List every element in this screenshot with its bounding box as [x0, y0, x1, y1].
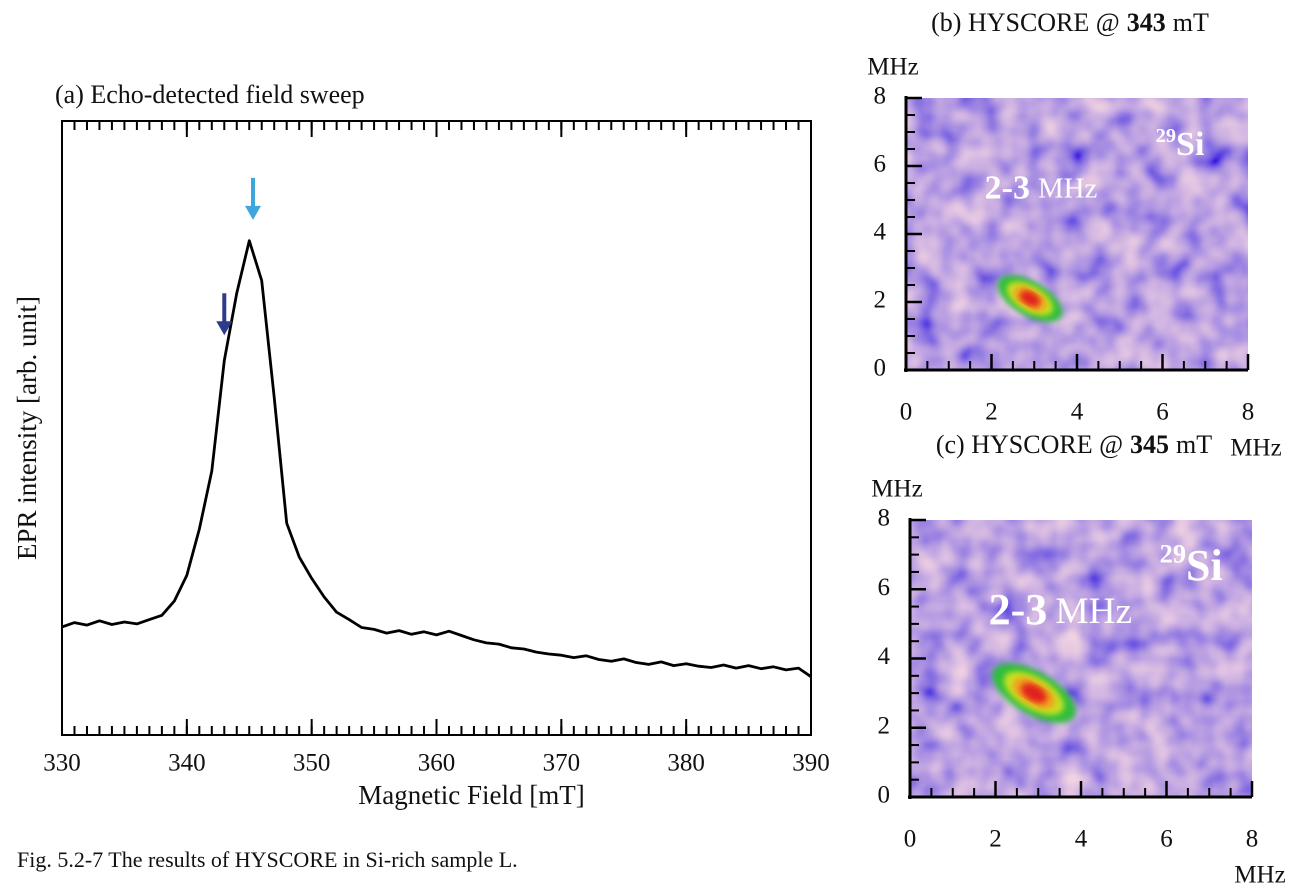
- mass-number: 29: [1156, 124, 1176, 146]
- chart-title: (a) Echo-detected field sweep: [55, 80, 365, 109]
- y-tick-label: 8: [878, 505, 891, 532]
- y-tick-label: 8: [874, 83, 887, 110]
- mass-number: 29: [1160, 539, 1186, 569]
- x-tick-label: 330: [43, 750, 81, 777]
- x-tick-label: 390: [792, 750, 830, 777]
- x-axis-label: Magnetic Field [mT]: [358, 780, 584, 810]
- y-tick-label: 0: [874, 355, 887, 382]
- chart-title: (b) HYSCORE @343 mT: [931, 8, 1209, 37]
- arrow-head: [216, 321, 233, 336]
- x-tick-label: 6: [1160, 826, 1173, 853]
- y-tick-label: 2: [874, 287, 887, 314]
- title-part: 345: [1130, 430, 1169, 459]
- x-tick-label: 2: [985, 399, 998, 426]
- title-part: mT: [1176, 430, 1212, 459]
- peak-contour: [1020, 290, 1040, 307]
- range-unit: MHz: [1055, 591, 1132, 632]
- spectrum-line: [61, 239, 812, 678]
- nucleus-label: 29Si: [1156, 124, 1205, 162]
- y-axis-unit: MHz: [867, 54, 918, 81]
- x-tick-label: 8: [1246, 826, 1259, 853]
- y-tick-label: 2: [878, 712, 891, 739]
- x-tick-label: 4: [1071, 399, 1084, 426]
- x-tick-label: 340: [168, 750, 206, 777]
- title-part: (c) HYSCORE @: [936, 430, 1123, 459]
- range-unit: MHz: [1038, 172, 1098, 204]
- arrow: [216, 293, 233, 336]
- x-tick-label: 360: [418, 750, 456, 777]
- title-part: mT: [1173, 8, 1209, 37]
- x-tick-label: 370: [543, 750, 581, 777]
- nucleus-label: 29Si: [1160, 539, 1223, 590]
- peak: [992, 663, 1076, 723]
- y-tick-label: 6: [878, 574, 891, 601]
- x-tick-label: 350: [293, 750, 331, 777]
- element: Si: [1186, 541, 1223, 590]
- x-tick-label: 4: [1075, 826, 1088, 853]
- y-axis-label: EPR intensity [arb. unit]: [12, 296, 42, 560]
- range-value: 2-3: [985, 169, 1030, 206]
- caption: Fig. 5.2-7 The results of HYSCORE in Si-…: [17, 847, 518, 872]
- y-tick-label: 6: [874, 151, 887, 178]
- peak: [997, 275, 1063, 322]
- y-axis-unit: MHz: [871, 476, 922, 503]
- plot-frame: [61, 120, 812, 736]
- x-tick-label: 380: [667, 750, 705, 777]
- title-part: 343: [1127, 8, 1166, 37]
- y-tick-label: 4: [878, 643, 891, 670]
- y-tick-label: 4: [874, 219, 887, 246]
- range-value: 2-3: [989, 585, 1048, 634]
- title-part: (b) HYSCORE @: [931, 8, 1120, 37]
- x-tick-label: 0: [904, 826, 917, 853]
- range-label: 2-3 MHz: [989, 585, 1133, 634]
- x-axis-unit: MHz: [1234, 862, 1285, 884]
- chart-title: (c) HYSCORE @345 mT: [936, 430, 1212, 459]
- element: Si: [1176, 126, 1204, 163]
- range-label: 2-3 MHz: [985, 169, 1098, 206]
- heatmap-texture: [906, 98, 1248, 370]
- x-tick-label: 2: [989, 826, 1002, 853]
- heatmap-texture: [910, 520, 1252, 797]
- peak-contour: [1021, 683, 1047, 703]
- arrow: [244, 177, 261, 220]
- x-axis-unit: MHz: [1230, 435, 1281, 462]
- y-tick-label: 0: [878, 782, 891, 809]
- x-tick-label: 0: [900, 399, 913, 426]
- x-tick-label: 6: [1156, 399, 1169, 426]
- x-tick-label: 8: [1242, 399, 1255, 426]
- arrow-head: [244, 205, 261, 220]
